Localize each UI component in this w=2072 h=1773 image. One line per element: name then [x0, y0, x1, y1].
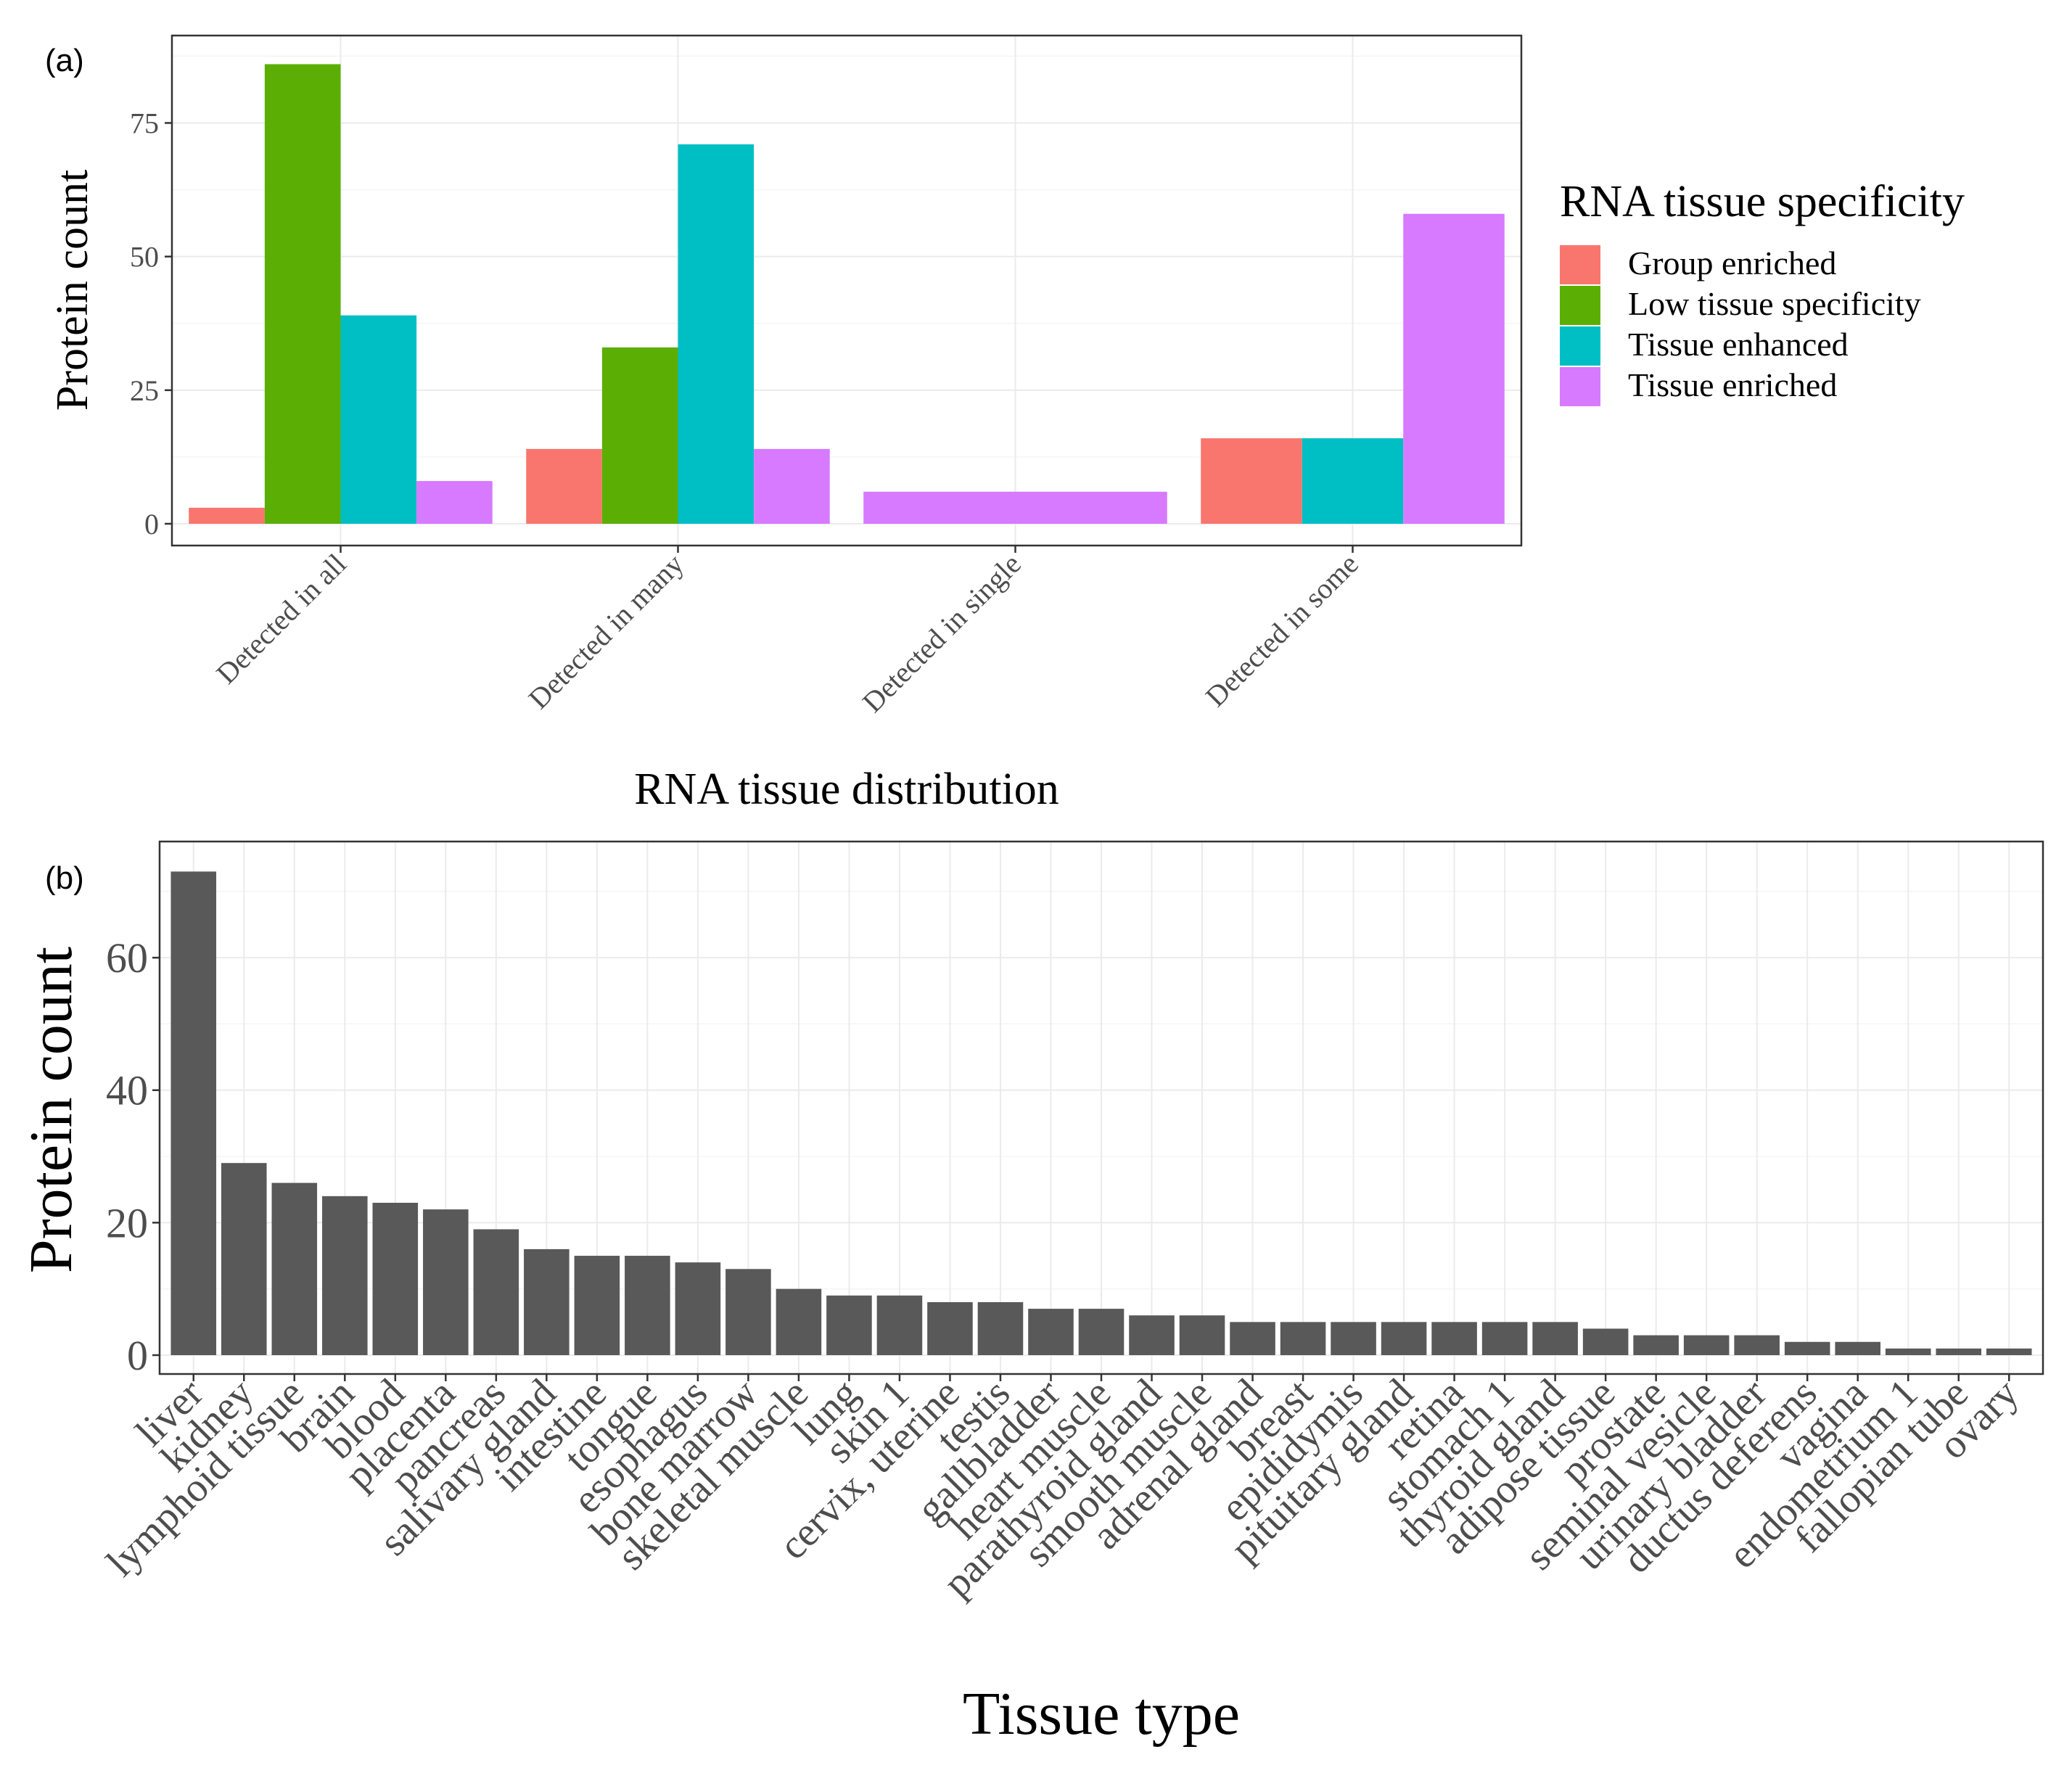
bar-skeletal-muscle	[776, 1288, 822, 1355]
bar-placenta	[423, 1209, 469, 1355]
y-tick-label: 75	[130, 107, 159, 140]
panel-a-x-ticks: Detected in all Detected in many Detected …	[210, 546, 1365, 719]
panel-b-y-label: Protein count	[17, 947, 85, 1273]
bar-seminal-vesicle	[1683, 1335, 1730, 1355]
y-tick-label: 25	[130, 374, 159, 407]
x-tick-label: Detected in all	[210, 548, 353, 691]
legend-label-low-tissue-specificity: Low tissue specificity	[1628, 285, 1921, 322]
bar-lung	[826, 1295, 872, 1355]
bar-retina	[1431, 1322, 1477, 1355]
x-tick-label: Detected in single	[856, 548, 1027, 719]
bar-smooth-muscle	[1179, 1315, 1225, 1355]
bar-parathyroid-gland	[1129, 1315, 1175, 1355]
bar-pituitary-gland	[1381, 1322, 1427, 1355]
legend-title: RNA tissue specificity	[1560, 177, 1965, 226]
bar-gallbladder	[1028, 1309, 1074, 1355]
x-tick-label: Detected in some	[1199, 548, 1365, 713]
bar-ovary	[1986, 1348, 2032, 1355]
bar-fallopian-tube	[1936, 1348, 1982, 1355]
bar-bone-marrow	[725, 1269, 771, 1355]
panel-a-label: (a)	[45, 43, 84, 78]
panel-a-y-label: Protein count	[48, 170, 97, 411]
bar-detected-in-all-tissue-enriched	[416, 481, 493, 524]
panel-b-y-ticks: 0 20 40 60	[106, 934, 160, 1379]
bar-blood	[372, 1202, 419, 1355]
legend-swatch-group-enriched	[1560, 245, 1600, 284]
bar-cervix-uterine	[927, 1301, 973, 1355]
bar-prostate	[1633, 1335, 1679, 1355]
bar-tongue	[625, 1256, 670, 1355]
bar-urinary-bladder	[1734, 1335, 1780, 1355]
panel-b-label: (b)	[45, 860, 84, 896]
bar-detected-in-many-tissue-enhanced	[678, 144, 755, 524]
bar-lymphoid-tissue	[271, 1182, 318, 1355]
y-tick-label: 20	[106, 1199, 148, 1246]
bar-epididymis	[1331, 1322, 1376, 1355]
bar-detected-in-some-group-enriched	[1201, 438, 1302, 524]
panel-a-border	[170, 34, 1523, 547]
x-tick-label: Detected in many	[522, 548, 690, 715]
bar-heart-muscle	[1078, 1309, 1125, 1355]
y-tick-label: 60	[106, 934, 148, 982]
legend-label-group-enriched: Group enriched	[1628, 244, 1836, 281]
bar-endometrium-1	[1885, 1348, 1931, 1355]
panel-a-bars	[189, 64, 1505, 524]
bar-adrenal-gland	[1230, 1322, 1275, 1355]
bar-detected-in-all-low-tissue-specificity	[264, 64, 341, 524]
panel-a: (a) 0 25 50 75 Detected in all Detected in m…	[45, 34, 1965, 814]
bar-testis	[977, 1301, 1024, 1355]
bar-pancreas	[473, 1229, 519, 1355]
bar-skin-1	[876, 1295, 923, 1355]
bar-adipose-tissue	[1582, 1328, 1629, 1355]
bar-vagina	[1835, 1341, 1880, 1355]
bar-detected-in-some-tissue-enhanced	[1302, 438, 1404, 524]
bar-breast	[1280, 1322, 1326, 1355]
bar-detected-in-single-tissue-enriched	[863, 491, 1167, 524]
bar-esophagus	[675, 1262, 721, 1355]
bar-brain	[322, 1196, 368, 1355]
bar-detected-in-all-tissue-enhanced	[340, 315, 417, 524]
bar-detected-in-many-group-enriched	[526, 448, 602, 524]
bar-salivary-gland	[524, 1248, 570, 1355]
bar-intestine	[574, 1256, 620, 1355]
legend-swatch-low-tissue-specificity	[1560, 286, 1600, 325]
bar-detected-in-many-tissue-enriched	[754, 448, 830, 524]
bar-detected-in-all-group-enriched	[189, 507, 265, 524]
legend-swatch-tissue-enhanced	[1560, 326, 1600, 366]
legend-swatch-tissue-enriched	[1560, 367, 1600, 406]
panel-b-x-label: Tissue type	[963, 1680, 1240, 1748]
bar-kidney	[221, 1163, 267, 1355]
legend-label-tissue-enhanced: Tissue enhanced	[1628, 326, 1849, 363]
bar-liver	[170, 871, 217, 1355]
bar-detected-in-some-tissue-enriched	[1403, 213, 1505, 524]
legend-label-tissue-enriched: Tissue enriched	[1628, 366, 1837, 403]
y-tick-label: 50	[130, 241, 159, 273]
legend-items: Group enriched Low tissue specificity Tiss…	[1560, 244, 1921, 406]
legend: RNA tissue specificity Group enriched Low…	[1560, 177, 1965, 406]
y-tick-label: 0	[127, 1332, 148, 1379]
y-tick-label: 0	[144, 508, 159, 540]
panel-a-y-ticks: 0 25 50 75	[130, 107, 172, 540]
bar-thyroid-gland	[1532, 1322, 1578, 1355]
bar-ductus-deferens	[1784, 1341, 1830, 1355]
y-tick-label: 40	[106, 1067, 148, 1114]
bar-detected-in-many-low-tissue-specificity	[601, 347, 678, 524]
panel-a-x-label: RNA tissue distribution	[634, 765, 1059, 814]
panel-b-bars	[170, 871, 2032, 1355]
bar-stomach-1	[1481, 1322, 1528, 1355]
